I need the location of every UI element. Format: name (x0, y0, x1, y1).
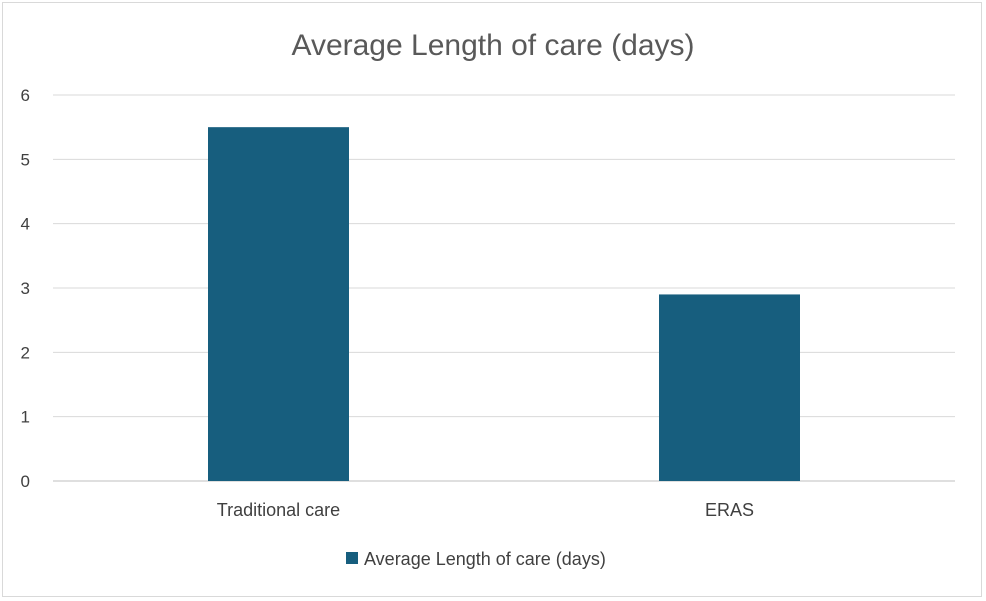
x-category-label: Traditional care (217, 500, 340, 520)
y-tick-label: 2 (21, 343, 30, 362)
bars (208, 127, 800, 482)
y-tick-label: 5 (21, 150, 30, 169)
chart-title: Average Length of care (days) (291, 29, 694, 62)
y-tick-label: 0 (21, 472, 30, 491)
legend: Average Length of care (days) (346, 549, 606, 569)
y-tick-label: 6 (21, 86, 30, 105)
y-tick-label: 4 (21, 215, 30, 234)
legend-label: Average Length of care (days) (364, 549, 606, 569)
x-axis-categories: Traditional care ERAS (217, 500, 754, 520)
bar (659, 294, 800, 481)
y-axis-ticks: 0 1 2 3 4 5 6 (21, 86, 30, 491)
y-tick-label: 3 (21, 279, 30, 298)
x-category-label: ERAS (705, 500, 754, 520)
bar (208, 127, 349, 482)
y-tick-label: 1 (21, 408, 30, 427)
legend-swatch (346, 552, 358, 564)
gridlines (53, 94, 955, 482)
